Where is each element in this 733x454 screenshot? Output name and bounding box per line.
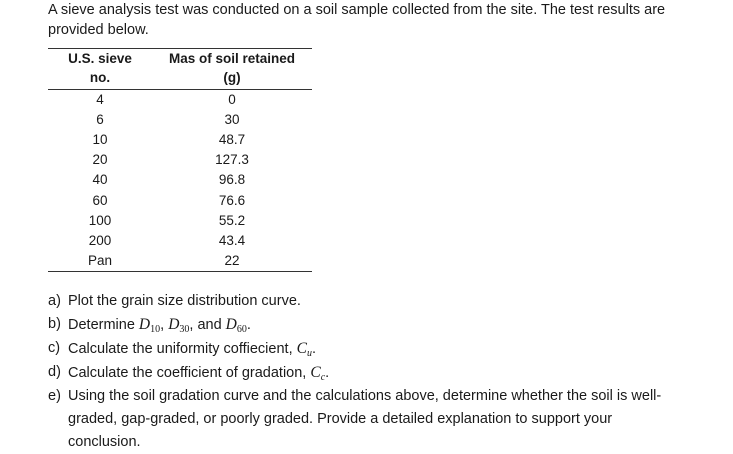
header-sieve-line2: no. — [89, 70, 111, 85]
separator: , — [160, 317, 169, 333]
question-b-suffix: . — [246, 317, 251, 333]
cc-symbol: Cc — [310, 364, 326, 383]
table-row: 6 30 — [48, 110, 312, 130]
table-row: Pan 22 — [48, 251, 312, 272]
question-e-line-2: graded, gap-graded, or poorly graded. Pr… — [68, 411, 613, 427]
cell-sieve: 6 — [96, 112, 104, 128]
cell-mass: 76.6 — [218, 192, 246, 208]
d-letter: D — [225, 316, 237, 333]
table-row: 60 76.6 — [48, 190, 312, 210]
c-letter: C — [310, 364, 321, 381]
question-d-prefix: Calculate the coefficient of gradation, — [68, 365, 311, 381]
question-marker: b) — [48, 316, 61, 332]
cell-mass: 30 — [224, 112, 240, 128]
d-subscript: 60 — [236, 324, 247, 335]
table-row: 200 43.4 — [48, 231, 312, 251]
question-text: Using the soil gradation curve and the c… — [68, 385, 708, 454]
table-row: 100 55.2 — [48, 211, 312, 231]
cell-sieve: 40 — [92, 172, 108, 188]
cu-symbol: Cu — [296, 340, 312, 359]
question-b: b) Determine D10, D30, and D60. — [48, 313, 708, 337]
header-sieve-line1: U.S. sieve — [68, 51, 132, 66]
table-header-row: U.S. sieve no. Mas of soil retained (g) — [48, 48, 312, 90]
header-sieve-no: U.S. sieve no. — [48, 49, 152, 90]
question-c-suffix: . — [311, 341, 316, 357]
d-letter: D — [168, 316, 180, 333]
d-letter: D — [138, 316, 151, 333]
cell-sieve: 100 — [88, 212, 112, 228]
cell-mass: 48.7 — [218, 132, 246, 148]
cell-sieve: Pan — [87, 252, 113, 268]
cell-mass: 0 — [228, 92, 236, 108]
question-text: Determine D10, D30, and D60. — [68, 313, 708, 337]
d-subscript: 30 — [179, 324, 190, 335]
question-e-line-1: Using the soil gradation curve and the c… — [68, 388, 662, 404]
question-text: Calculate the coefficient of gradation, … — [68, 361, 708, 385]
d60-symbol: D60 — [225, 316, 247, 335]
cell-mass: 43.4 — [218, 232, 246, 248]
header-mass-line2: (g) — [223, 70, 241, 85]
d-subscript: 10 — [150, 324, 161, 335]
cell-sieve: 10 — [92, 132, 108, 148]
cell-mass: 22 — [224, 252, 240, 268]
question-c-prefix: Calculate the uniformity coffiecient, — [68, 341, 297, 357]
separator: , and — [189, 317, 226, 333]
cell-sieve: 200 — [88, 232, 112, 248]
intro-paragraph: A sieve analysis test was conducted on a… — [48, 0, 718, 40]
d10-symbol: D10 — [138, 316, 161, 335]
question-text: Calculate the uniformity coffiecient, Cu… — [68, 337, 708, 361]
cell-mass: 127.3 — [215, 152, 249, 168]
question-b-prefix: Determine — [68, 317, 139, 333]
table-row: 40 96.8 — [48, 170, 312, 190]
question-c: c) Calculate the uniformity coffiecient,… — [48, 337, 708, 361]
question-list: a) Plot the grain size distribution curv… — [48, 290, 708, 454]
cell-sieve: 60 — [92, 192, 108, 208]
cu-subscript: u — [306, 348, 312, 359]
cell-sieve: 4 — [96, 92, 104, 108]
header-mass-retained: Mas of soil retained (g) — [152, 49, 312, 90]
question-d: d) Calculate the coefficient of gradatio… — [48, 361, 708, 385]
table-row: 20 127.3 — [48, 150, 312, 170]
question-a: a) Plot the grain size distribution curv… — [48, 290, 708, 313]
table-row: 10 48.7 — [48, 130, 312, 150]
sieve-results-table: U.S. sieve no. Mas of soil retained (g) … — [48, 48, 312, 272]
question-e: e) Using the soil gradation curve and th… — [48, 385, 708, 454]
question-marker: d) — [48, 364, 61, 380]
d30-symbol: D30 — [168, 316, 190, 335]
question-d-suffix: . — [325, 365, 330, 381]
cell-sieve: 20 — [92, 152, 108, 168]
cc-subscript: c — [320, 372, 326, 383]
question-marker: c) — [48, 340, 61, 356]
question-text: Plot the grain size distribution curve. — [68, 293, 301, 309]
c-letter: C — [296, 340, 307, 357]
question-marker: e) — [48, 388, 61, 404]
question-e-line-3: conclusion. — [68, 434, 141, 450]
question-marker: a) — [48, 293, 61, 309]
header-mass-line1: Mas of soil retained — [168, 51, 296, 66]
intro-line-2: provided below. — [48, 22, 149, 38]
intro-line-1: A sieve analysis test was conducted on a… — [48, 2, 666, 18]
cell-mass: 96.8 — [218, 172, 246, 188]
cell-mass: 55.2 — [218, 212, 246, 228]
